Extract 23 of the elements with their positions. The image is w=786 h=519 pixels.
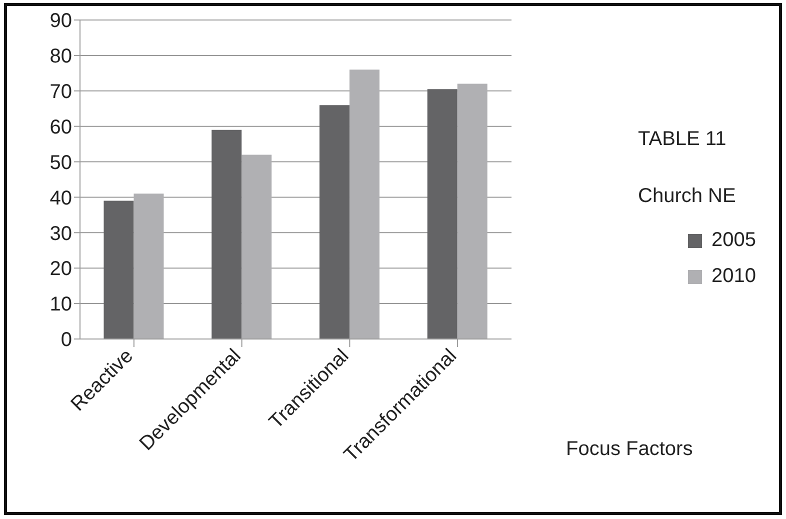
bar	[242, 154, 272, 339]
y-tick-label: 70	[50, 80, 72, 103]
y-tick-label: 60	[50, 116, 72, 138]
y-tick-label: 50	[50, 152, 72, 174]
bar	[319, 105, 350, 339]
bar	[212, 130, 242, 339]
bar	[349, 70, 380, 339]
bar	[427, 89, 458, 339]
y-tick-label: 20	[50, 258, 72, 280]
y-tick-label: 10	[50, 294, 72, 316]
bar	[104, 200, 134, 339]
y-tick-label: 40	[50, 187, 72, 210]
legend-label: 2005	[712, 229, 756, 251]
bar	[134, 194, 164, 339]
bar	[457, 84, 488, 339]
text: TABLE 11	[638, 128, 726, 151]
y-tick-label: 0	[60, 329, 72, 352]
y-tick-label: 90	[50, 10, 72, 32]
y-tick-label: 30	[50, 222, 72, 245]
x-axis-title: Focus Factors	[566, 438, 693, 461]
y-tick-label: 80	[50, 46, 72, 68]
text: Church NE	[638, 185, 736, 208]
legend-label: 2010	[712, 265, 756, 287]
